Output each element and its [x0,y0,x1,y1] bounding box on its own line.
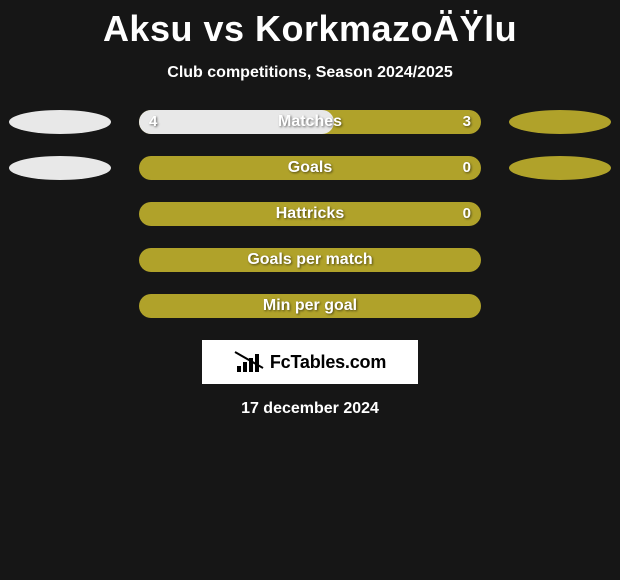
comparison-chart: Matches43Goals0Hattricks0Goals per match… [0,110,620,318]
page-title: Aksu vs KorkmazoÄŸlu [0,0,620,50]
date-label: 17 december 2024 [0,400,620,418]
brand-logo: FcTables.com [202,340,418,384]
bar-track: Goals0 [139,156,481,180]
stat-row: Min per goal [0,294,620,318]
stat-value-right: 0 [463,202,471,226]
brand-logo-text: FcTables.com [270,352,386,373]
stat-label: Goals [139,156,481,180]
player-marker-right [509,110,611,134]
stat-row: Matches43 [0,110,620,134]
bar-track: Goals per match [139,248,481,272]
stat-value-right: 3 [463,110,471,134]
player-marker-left [9,156,111,180]
stat-label: Min per goal [139,294,481,318]
stat-row: Goals per match [0,248,620,272]
stat-value-right: 0 [463,156,471,180]
subtitle: Club competitions, Season 2024/2025 [0,64,620,82]
bar-track: Hattricks0 [139,202,481,226]
player-marker-right [509,156,611,180]
stat-row: Hattricks0 [0,202,620,226]
stat-row: Goals0 [0,156,620,180]
bar-fill-left [139,110,334,134]
stat-label: Goals per match [139,248,481,272]
bar-track: Matches43 [139,110,481,134]
player-marker-left [9,110,111,134]
bar-track: Min per goal [139,294,481,318]
bars-icon [234,348,264,376]
stat-label: Hattricks [139,202,481,226]
